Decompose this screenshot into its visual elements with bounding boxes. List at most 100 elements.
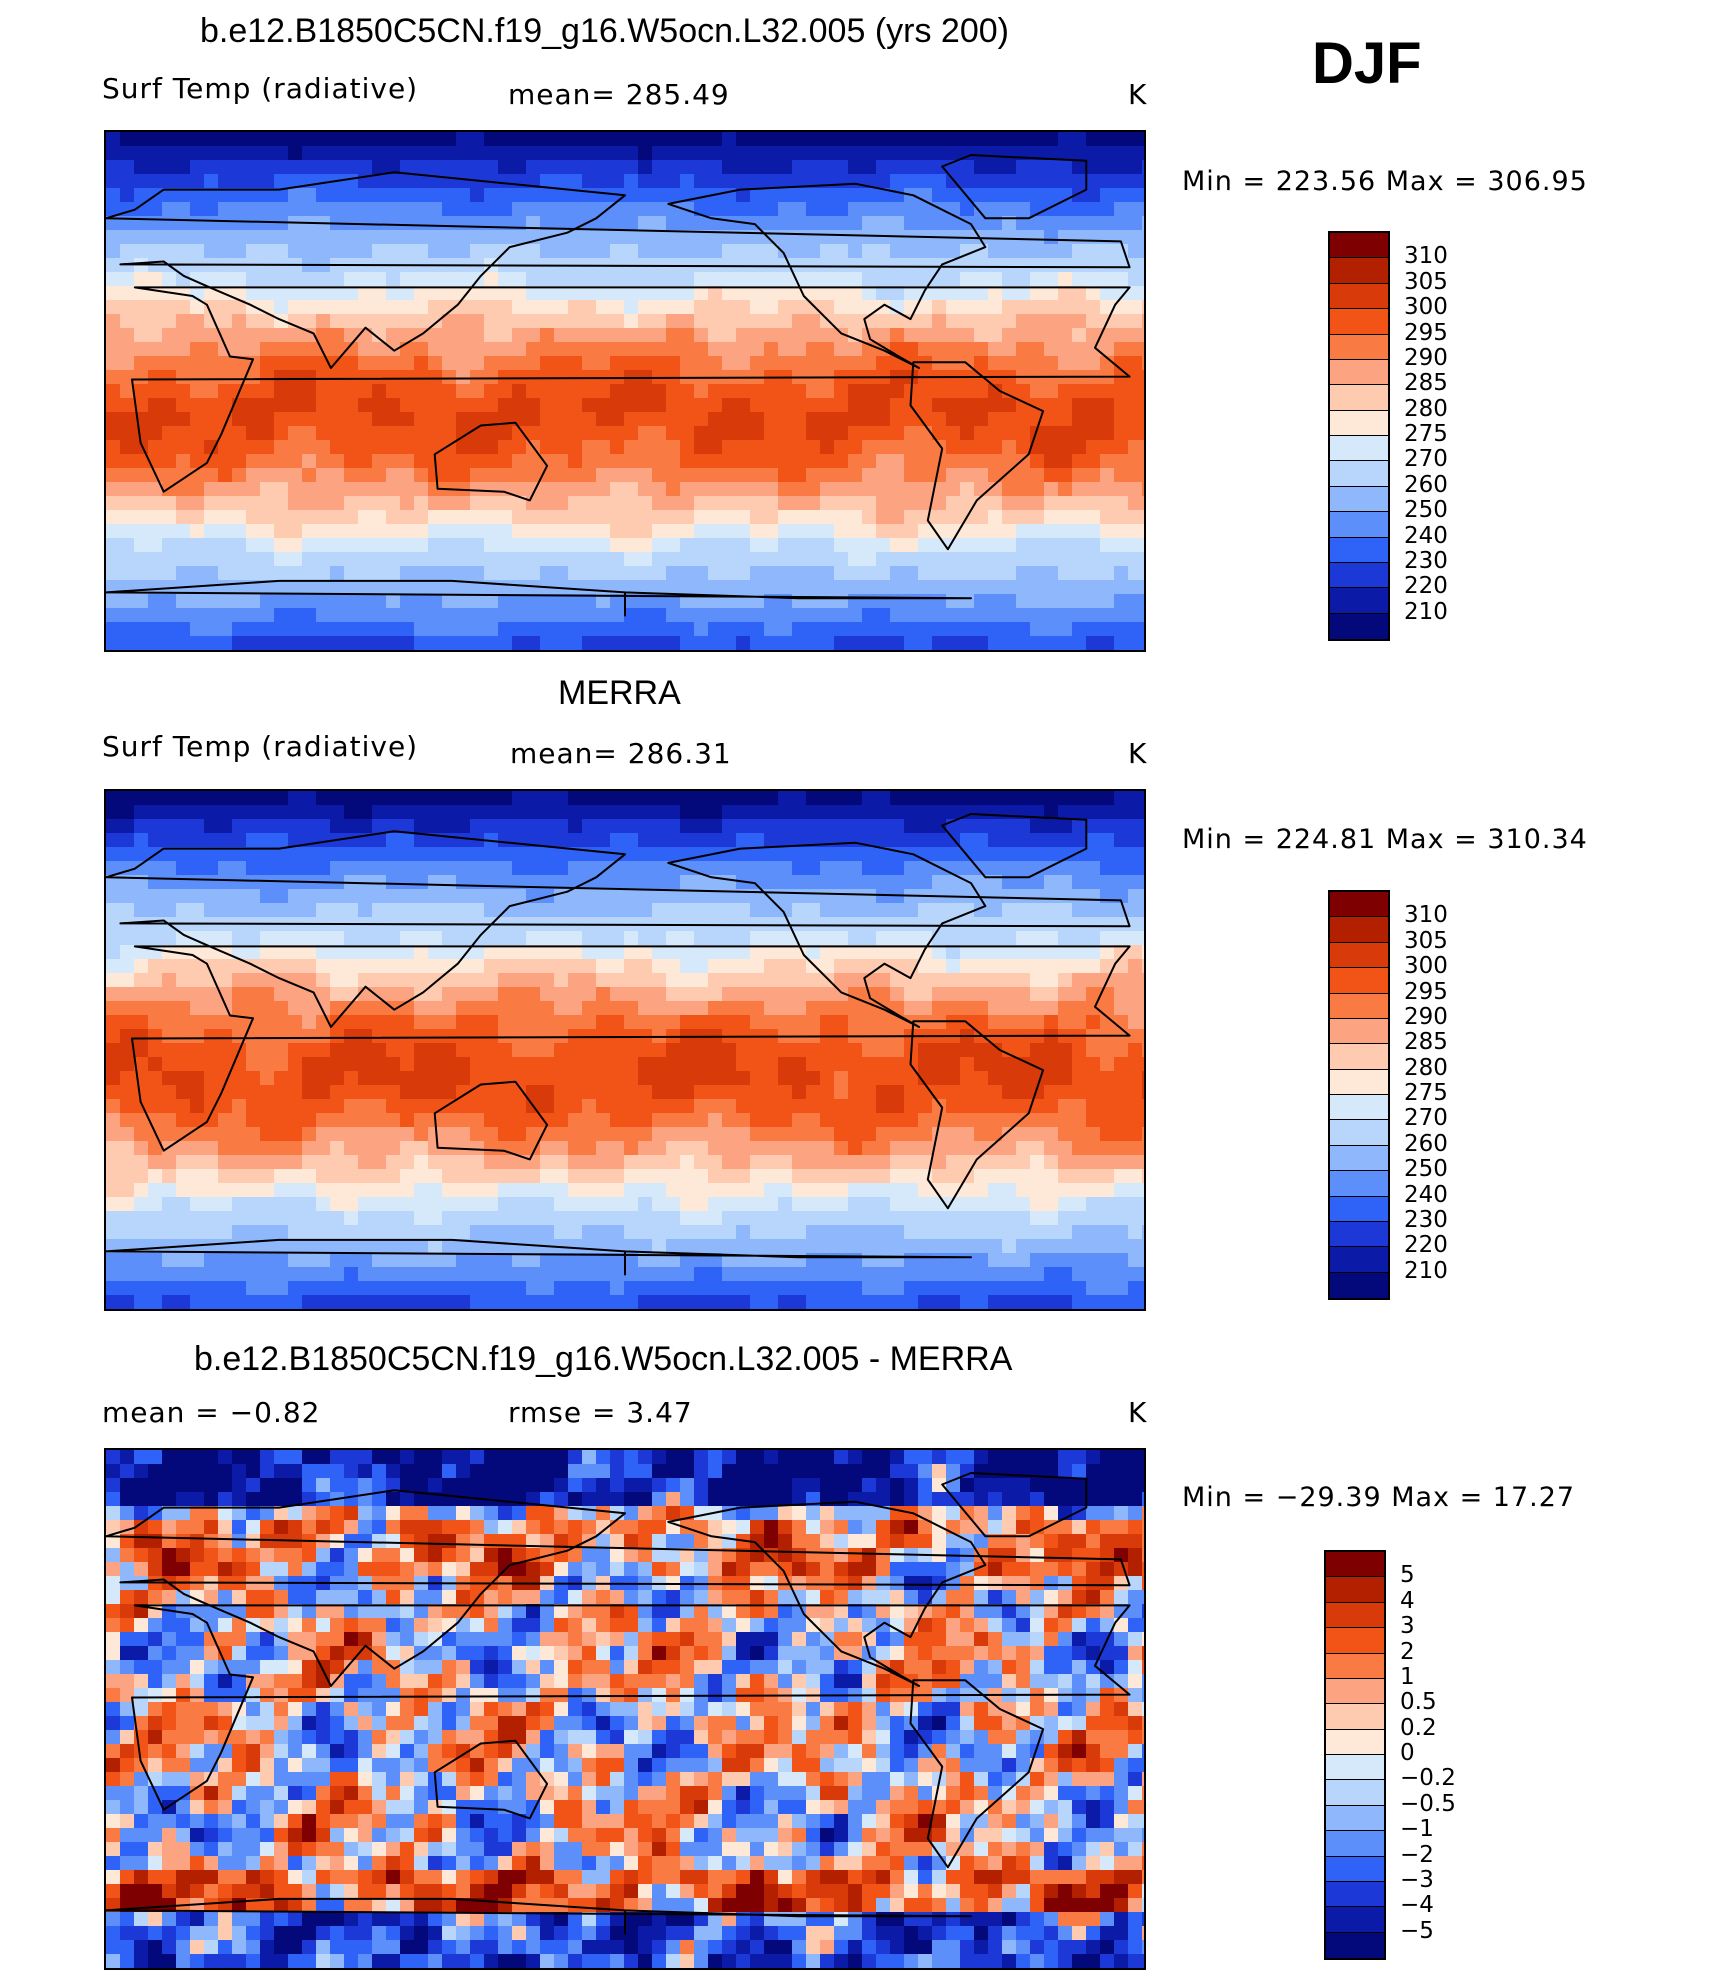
field-cell <box>1044 510 1059 525</box>
field-cell <box>554 132 569 147</box>
field-cell <box>302 959 317 974</box>
field-cell <box>792 286 807 301</box>
field-cell <box>204 889 219 904</box>
field-cell <box>1128 945 1143 960</box>
field-cell <box>414 510 429 525</box>
field-cell <box>176 510 191 525</box>
field-cell <box>764 861 779 876</box>
field-cell <box>1058 440 1073 455</box>
field-cell <box>862 580 877 595</box>
field-cell <box>1114 188 1129 203</box>
field-cell <box>162 973 177 988</box>
field-cell <box>974 594 989 609</box>
field-cell <box>680 791 695 806</box>
field-cell <box>694 132 709 147</box>
field-cell <box>414 580 429 595</box>
field-cell <box>498 861 513 876</box>
field-cell <box>568 538 583 553</box>
field-cell <box>218 791 233 806</box>
field-cell <box>862 847 877 862</box>
field-cell <box>806 1099 821 1114</box>
field-cell <box>1030 384 1045 399</box>
field-cell <box>1142 272 1144 287</box>
field-cell <box>512 861 527 876</box>
field-cell <box>484 903 499 918</box>
field-cell <box>568 356 583 371</box>
field-cell <box>1114 1169 1129 1184</box>
field-cell <box>960 328 975 343</box>
field-cell <box>960 552 975 567</box>
field-cell <box>1128 1001 1143 1016</box>
field-cell <box>288 272 303 287</box>
field-cell <box>974 342 989 357</box>
field-cell <box>1016 566 1031 581</box>
map-svg <box>106 791 1144 1309</box>
field-cell <box>260 230 275 245</box>
field-cell <box>638 342 653 357</box>
field-cell <box>568 482 583 497</box>
field-cell <box>106 202 121 217</box>
field-cell <box>330 188 345 203</box>
field-cell <box>652 496 667 511</box>
field-cell <box>988 342 1003 357</box>
field-cell <box>624 454 639 469</box>
field-cell <box>1016 160 1031 175</box>
field-cell <box>624 426 639 441</box>
field-cell <box>120 286 135 301</box>
field-cell <box>162 566 177 581</box>
field-cell <box>134 1113 149 1128</box>
field-cell <box>1128 1085 1143 1100</box>
field-cell <box>176 286 191 301</box>
field-cell <box>568 1043 583 1058</box>
field-cell <box>736 1183 751 1198</box>
field-cell <box>1086 1141 1101 1156</box>
field-cell <box>638 1071 653 1086</box>
field-cell <box>848 1127 863 1142</box>
field-cell <box>288 510 303 525</box>
colorbar-swatch <box>1330 537 1388 563</box>
field-cell <box>1086 889 1101 904</box>
field-cell <box>344 594 359 609</box>
field-cell <box>904 244 919 259</box>
field-cell <box>750 1127 765 1142</box>
field-cell <box>582 1099 597 1114</box>
field-cell <box>1044 286 1059 301</box>
field-cell <box>428 622 443 637</box>
field-cell <box>1072 440 1087 455</box>
field-cell <box>708 426 723 441</box>
field-cell <box>820 819 835 834</box>
field-cell <box>722 426 737 441</box>
field-cell <box>610 342 625 357</box>
field-cell <box>540 300 555 315</box>
field-cell <box>442 538 457 553</box>
field-cell <box>372 1029 387 1044</box>
field-cell <box>330 468 345 483</box>
field-cell <box>1114 482 1129 497</box>
field-cell <box>736 132 751 147</box>
field-cell <box>330 1183 345 1198</box>
field-cell <box>918 174 933 189</box>
field-cell <box>610 398 625 413</box>
field-cell <box>750 272 765 287</box>
field-cell <box>1114 1155 1129 1170</box>
field-cell <box>540 1015 555 1030</box>
field-cell <box>470 861 485 876</box>
field-cell <box>176 146 191 161</box>
field-cell <box>876 636 891 650</box>
field-cell <box>1142 1085 1144 1100</box>
field-cell <box>834 216 849 231</box>
field-cell <box>610 791 625 806</box>
field-cell <box>694 1015 709 1030</box>
field-cell <box>596 174 611 189</box>
field-cell <box>708 1155 723 1170</box>
field-cell <box>512 1001 527 1016</box>
field-cell <box>372 875 387 890</box>
field-cell <box>624 636 639 650</box>
field-cell <box>442 356 457 371</box>
field-cell <box>330 342 345 357</box>
field-cell <box>1072 482 1087 497</box>
field-cell <box>162 524 177 539</box>
field-cell <box>232 636 247 650</box>
field-cell <box>778 188 793 203</box>
field-cell <box>806 468 821 483</box>
